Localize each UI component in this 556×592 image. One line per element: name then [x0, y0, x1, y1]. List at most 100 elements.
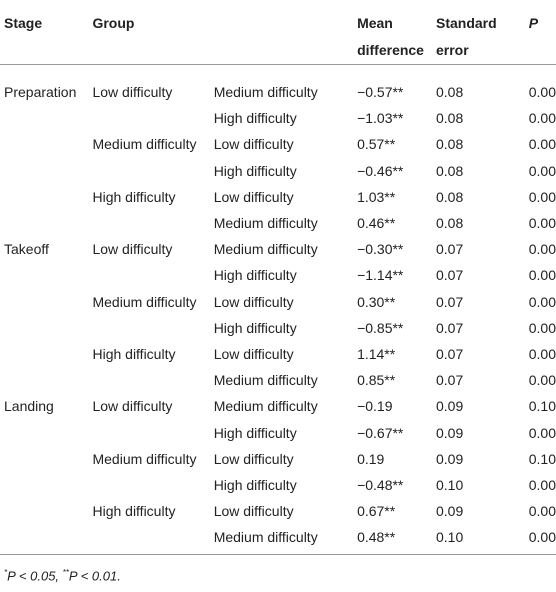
- cell-standard-error: 0.10: [435, 529, 464, 546]
- cell-group: [92, 158, 213, 184]
- cell-standard-error: 0.08: [435, 84, 464, 101]
- cell-comparison: Medium difficulty: [213, 529, 318, 546]
- cell-mean-difference: −0.19: [357, 398, 393, 415]
- table-row: Medium difficulty Low difficulty 0.19 0.09 0…: [0, 446, 556, 472]
- cell-group: [92, 315, 213, 341]
- cell-group: Low difficulty: [92, 241, 173, 258]
- cell-p: 0.00: [528, 476, 556, 493]
- cell-stage: [0, 446, 92, 472]
- cell-comparison: Medium difficulty: [213, 215, 318, 232]
- cell-comparison: High difficulty: [213, 162, 297, 179]
- cell-mean-difference: −0.30**: [357, 241, 404, 258]
- cell-stage: [0, 498, 92, 524]
- cell-stage: [0, 367, 92, 393]
- cell-mean-difference: 0.85**: [357, 372, 396, 389]
- cell-p: 0.00: [528, 110, 556, 127]
- cell-comparison: High difficulty: [213, 476, 297, 493]
- cell-p: 0.00: [528, 241, 556, 258]
- cell-mean-difference: 0.19: [357, 450, 385, 467]
- cell-standard-error: 0.08: [435, 136, 464, 153]
- cell-p: 0.00: [528, 293, 556, 310]
- cell-group: [92, 262, 213, 288]
- cell-p: 0.00: [528, 136, 556, 153]
- cell-p: 0.00: [528, 372, 556, 389]
- table-row: Medium difficulty Low difficulty 0.57** 0.0…: [0, 131, 556, 157]
- cell-stage: [0, 105, 92, 131]
- cell-comparison: Low difficulty: [213, 345, 294, 362]
- cell-p: 0.00: [528, 503, 556, 520]
- cell-mean-difference: −0.85**: [357, 319, 404, 336]
- table-row: Medium difficulty 0.85** 0.07 0.00: [0, 367, 556, 393]
- cell-comparison: Low difficulty: [213, 293, 294, 310]
- cell-stage: [0, 289, 92, 315]
- header-mean-difference: Mean difference: [357, 0, 424, 65]
- footnote-text-1: P < 0.05,: [7, 568, 63, 584]
- cell-p: 0.00: [528, 188, 556, 205]
- cell-group: Medium difficulty: [92, 450, 197, 467]
- cell-standard-error: 0.09: [435, 424, 464, 441]
- cell-stage: [0, 524, 92, 555]
- cell-standard-error: 0.08: [435, 110, 464, 127]
- header-row: Stage Group Mean difference Standard err…: [0, 0, 556, 65]
- cell-comparison: Medium difficulty: [213, 372, 318, 389]
- cell-p: 0.00: [528, 162, 556, 179]
- cell-standard-error: 0.07: [435, 267, 464, 284]
- table-header: Stage Group Mean difference Standard err…: [0, 0, 556, 65]
- cell-stage: [0, 472, 92, 498]
- cell-group: High difficulty: [92, 345, 176, 362]
- table-row: Medium difficulty 0.46** 0.08 0.00: [0, 210, 556, 236]
- cell-p: 0.00: [528, 267, 556, 284]
- cell-stage: [0, 158, 92, 184]
- cell-mean-difference: 0.46**: [357, 215, 396, 232]
- cell-comparison: Low difficulty: [213, 450, 294, 467]
- header-mean-difference-line1: Mean: [357, 15, 393, 31]
- cell-comparison: High difficulty: [213, 110, 297, 127]
- cell-comparison: Medium difficulty: [213, 241, 318, 258]
- cell-standard-error: 0.08: [435, 188, 464, 205]
- cell-p: 0.00: [528, 319, 556, 336]
- table-row: High difficulty −1.03** 0.08 0.00: [0, 105, 556, 131]
- cell-standard-error: 0.07: [435, 293, 464, 310]
- cell-standard-error: 0.10: [435, 476, 464, 493]
- cell-mean-difference: 0.67**: [357, 503, 396, 520]
- cell-group: Low difficulty: [92, 398, 173, 415]
- table-row: Medium difficulty Low difficulty 0.30** 0.0…: [0, 289, 556, 315]
- cell-comparison: High difficulty: [213, 267, 297, 284]
- header-stage: Stage: [4, 15, 43, 31]
- cell-group: High difficulty: [92, 503, 176, 520]
- cell-comparison: High difficulty: [213, 319, 297, 336]
- cell-p: 0.10: [528, 450, 556, 467]
- cell-mean-difference: 0.48**: [357, 529, 396, 546]
- cell-mean-difference: −0.67**: [357, 424, 404, 441]
- table-row: High difficulty −0.85** 0.07 0.00: [0, 315, 556, 341]
- cell-standard-error: 0.07: [435, 241, 464, 258]
- cell-stage: [0, 210, 92, 236]
- cell-mean-difference: −0.48**: [357, 476, 404, 493]
- table-body: Preparation Low difficulty Medium difficul…: [0, 65, 556, 555]
- cell-mean-difference: −1.14**: [357, 267, 404, 284]
- cell-group: Medium difficulty: [92, 293, 197, 310]
- cell-p: 0.00: [528, 215, 556, 232]
- table-row: High difficulty Low difficulty 1.03** 0.08 0…: [0, 184, 556, 210]
- cell-comparison: Low difficulty: [213, 503, 294, 520]
- table-row: Medium difficulty 0.48** 0.10 0.00: [0, 524, 556, 555]
- cell-standard-error: 0.07: [435, 345, 464, 362]
- table-row: High difficulty Low difficulty 1.14** 0.07 0…: [0, 341, 556, 367]
- cell-group: [92, 472, 213, 498]
- cell-mean-difference: −1.03**: [357, 110, 404, 127]
- cell-comparison: High difficulty: [213, 424, 297, 441]
- table-row: High difficulty −0.67** 0.09 0.00: [0, 419, 556, 445]
- cell-group: [92, 210, 213, 236]
- header-standard-error-line1: Standard: [435, 15, 497, 31]
- cell-stage: [0, 262, 92, 288]
- cell-group: Medium difficulty: [92, 136, 197, 153]
- cell-standard-error: 0.08: [435, 215, 464, 232]
- table-footnote: *P < 0.05, **P < 0.01.: [4, 568, 121, 583]
- header-p: P: [528, 15, 539, 31]
- cell-mean-difference: −0.57**: [357, 84, 404, 101]
- table-row: Takeoff Low difficulty Medium difficulty −0…: [0, 236, 556, 262]
- cell-group: Low difficulty: [92, 84, 173, 101]
- cell-p: 0.00: [528, 424, 556, 441]
- cell-mean-difference: 1.14**: [357, 345, 396, 362]
